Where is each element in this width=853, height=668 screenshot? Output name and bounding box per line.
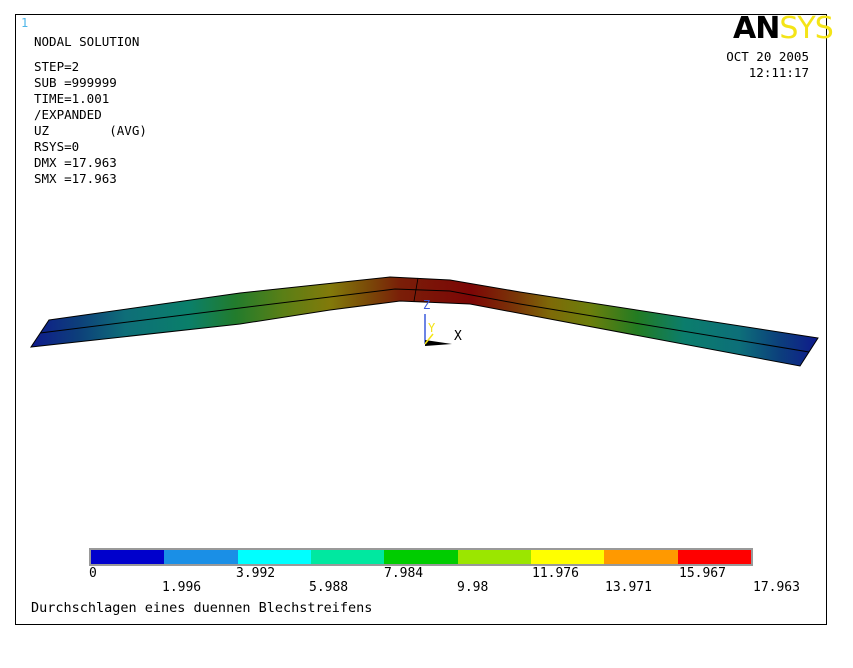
info-rsys: RSYS=0 <box>34 139 80 154</box>
logo-sys-text: SYS <box>779 11 833 46</box>
contour-legend-bar <box>89 548 753 566</box>
window-number: 1 <box>21 16 29 30</box>
datetime-block: OCT 20 2005 12:11:17 <box>726 49 809 81</box>
info-result-type: UZ (AVG) <box>34 123 147 138</box>
element-edges <box>413 277 419 302</box>
date-text: OCT 20 2005 <box>726 49 809 64</box>
deformed-strip-surface <box>29 276 819 367</box>
triad-z-label: Z <box>423 298 430 312</box>
legend-color-band-7 <box>604 550 678 564</box>
legend-tick-7984: 7.984 <box>384 566 424 581</box>
coordinate-triad <box>424 314 452 346</box>
triad-x-label: X <box>454 329 462 344</box>
info-smx: SMX =17.963 <box>34 171 117 186</box>
legend-color-band-6 <box>530 550 605 564</box>
time-text: 12:11:17 <box>748 65 809 80</box>
info-time: TIME=1.001 <box>34 91 110 106</box>
legend-tick-5988: 5.988 <box>309 580 349 595</box>
solution-info-block: NODAL SOLUTION STEP=2 SUB =999999 TIME=1… <box>34 34 147 187</box>
legend-tick-17963: 17.963 <box>753 580 800 595</box>
legend-tick-3992: 3.992 <box>236 566 276 581</box>
legend-tick-0: 0 <box>89 566 97 581</box>
legend-tick-998: 9.98 <box>457 580 489 595</box>
graphics-window-frame <box>15 14 827 625</box>
legend-tick-1996: 1.996 <box>162 580 202 595</box>
info-sub: SUB =999999 <box>34 75 117 90</box>
legend-tick-13971: 13.971 <box>605 580 652 595</box>
info-expanded: /EXPANDED <box>34 107 102 122</box>
info-step: STEP=2 <box>34 59 80 74</box>
legend-tick-11976: 11.976 <box>532 566 579 581</box>
legend-color-band-3 <box>310 550 385 564</box>
legend-color-band-5 <box>457 550 531 564</box>
info-title: NODAL SOLUTION <box>34 34 140 49</box>
logo-an-text: AN <box>733 11 780 46</box>
legend-color-band-2 <box>237 550 311 564</box>
legend-tick-15967: 15.967 <box>679 566 726 581</box>
legend-color-band-8 <box>677 550 751 564</box>
legend-color-band-0 <box>91 550 165 564</box>
legend-color-band-1 <box>164 550 238 564</box>
legend-color-band-4 <box>384 550 458 564</box>
strip-midline <box>39 288 810 353</box>
triad-y-label: Y <box>428 321 436 335</box>
info-dmx: DMX =17.963 <box>34 155 117 170</box>
ansys-logo: ANSYS <box>733 11 834 46</box>
plot-subtitle: Durchschlagen eines duennen Blechstreife… <box>31 600 373 616</box>
